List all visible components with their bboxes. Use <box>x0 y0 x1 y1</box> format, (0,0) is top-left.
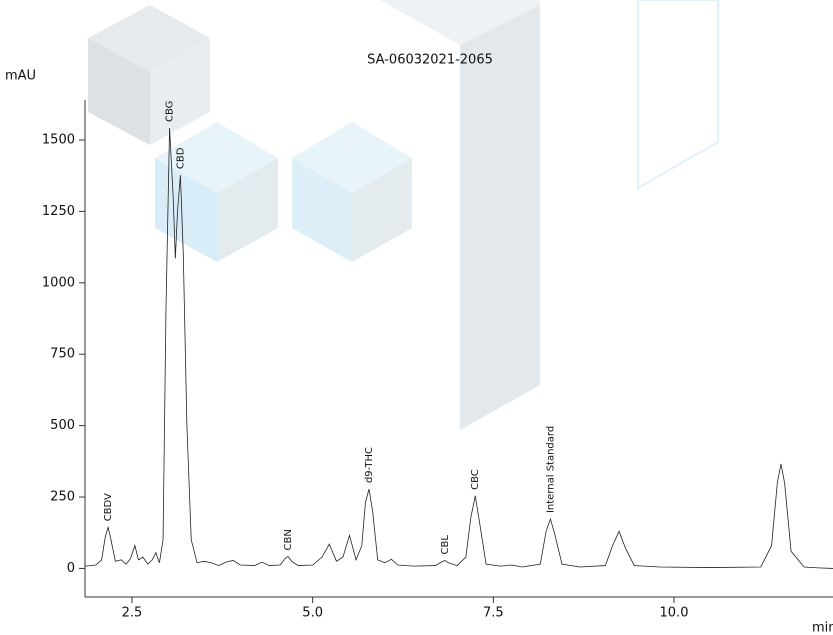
peak-label: CBD <box>175 147 186 169</box>
x-tick-label: 10.0 <box>660 606 689 621</box>
peak-label: d9-THC <box>364 447 375 483</box>
y-tick-label: 1000 <box>42 275 75 290</box>
chart-title: SA-06032021-2065 <box>367 53 493 68</box>
background-decoration <box>88 0 719 430</box>
y-tick-label: 250 <box>50 490 75 505</box>
peak-label: Internal Standard <box>545 426 556 513</box>
peak-label: CBG <box>165 101 176 122</box>
peak-label: CBL <box>440 535 451 555</box>
x-tick-label: 5.0 <box>302 606 323 621</box>
y-axis-label: mAU <box>5 69 36 84</box>
x-tick-label: 7.5 <box>483 606 504 621</box>
peak-label: CBN <box>283 529 294 550</box>
peak-label: CBDV <box>103 493 114 521</box>
y-tick-label: 1500 <box>42 132 75 147</box>
y-tick-label: 1250 <box>42 204 75 219</box>
y-tick-label: 0 <box>67 561 75 576</box>
x-tick-label: 2.5 <box>122 606 143 621</box>
y-tick-label: 500 <box>50 418 75 433</box>
y-tick-label: 750 <box>50 347 75 362</box>
peak-label: CBC <box>470 469 481 490</box>
chromatogram-trace <box>84 127 833 569</box>
x-axis-label: min <box>812 621 833 635</box>
